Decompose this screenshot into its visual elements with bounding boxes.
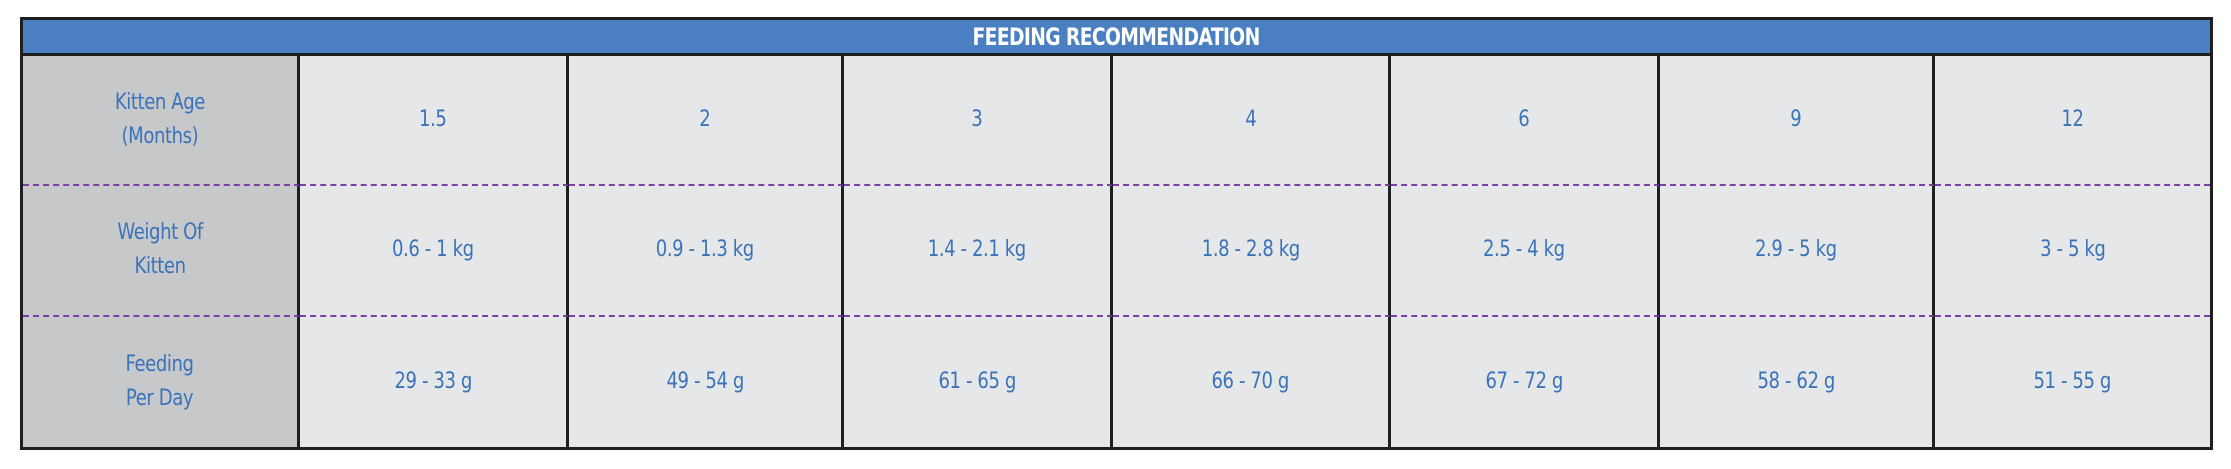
table-cell: 4: [1113, 56, 1391, 187]
feeding-recommendation-table: FEEDING RECOMMENDATION Kitten Age (Month…: [20, 17, 2213, 450]
table-cell: 2.9 - 5 kg: [1660, 186, 1935, 317]
row-label-weight: Weight Of Kitten: [23, 186, 300, 317]
table-cell: 2.5 - 4 kg: [1391, 186, 1660, 317]
table-cell: 51 - 55 g: [1935, 316, 2210, 447]
table-cell: 61 - 65 g: [844, 316, 1113, 447]
table-cell: 0.6 - 1 kg: [300, 186, 569, 317]
table-cell: 3: [844, 56, 1113, 187]
table-title: FEEDING RECOMMENDATION: [972, 22, 1261, 51]
table-cell: 1.8 - 2.8 kg: [1113, 186, 1391, 317]
table-cell: 2: [569, 56, 844, 187]
table-grid: Kitten Age (Months) 1.5 2 3 4 6 9 12 Wei…: [23, 56, 2210, 447]
table-cell: 0.9 - 1.3 kg: [569, 186, 844, 317]
table-cell: 9: [1660, 56, 1935, 187]
table-header: FEEDING RECOMMENDATION: [23, 20, 2210, 56]
table-cell: 49 - 54 g: [569, 316, 844, 447]
table-cell: 58 - 62 g: [1660, 316, 1935, 447]
table-cell: 67 - 72 g: [1391, 316, 1660, 447]
table-cell: 6: [1391, 56, 1660, 187]
table-cell: 66 - 70 g: [1113, 316, 1391, 447]
table-cell: 1.5: [300, 56, 569, 187]
table-cell: 29 - 33 g: [300, 316, 569, 447]
table-cell: 3 - 5 kg: [1935, 186, 2210, 317]
table-cell: 1.4 - 2.1 kg: [844, 186, 1113, 317]
row-label-feeding: Feeding Per Day: [23, 316, 300, 447]
table-cell: 12: [1935, 56, 2210, 187]
row-label-kitten-age: Kitten Age (Months): [23, 56, 300, 187]
